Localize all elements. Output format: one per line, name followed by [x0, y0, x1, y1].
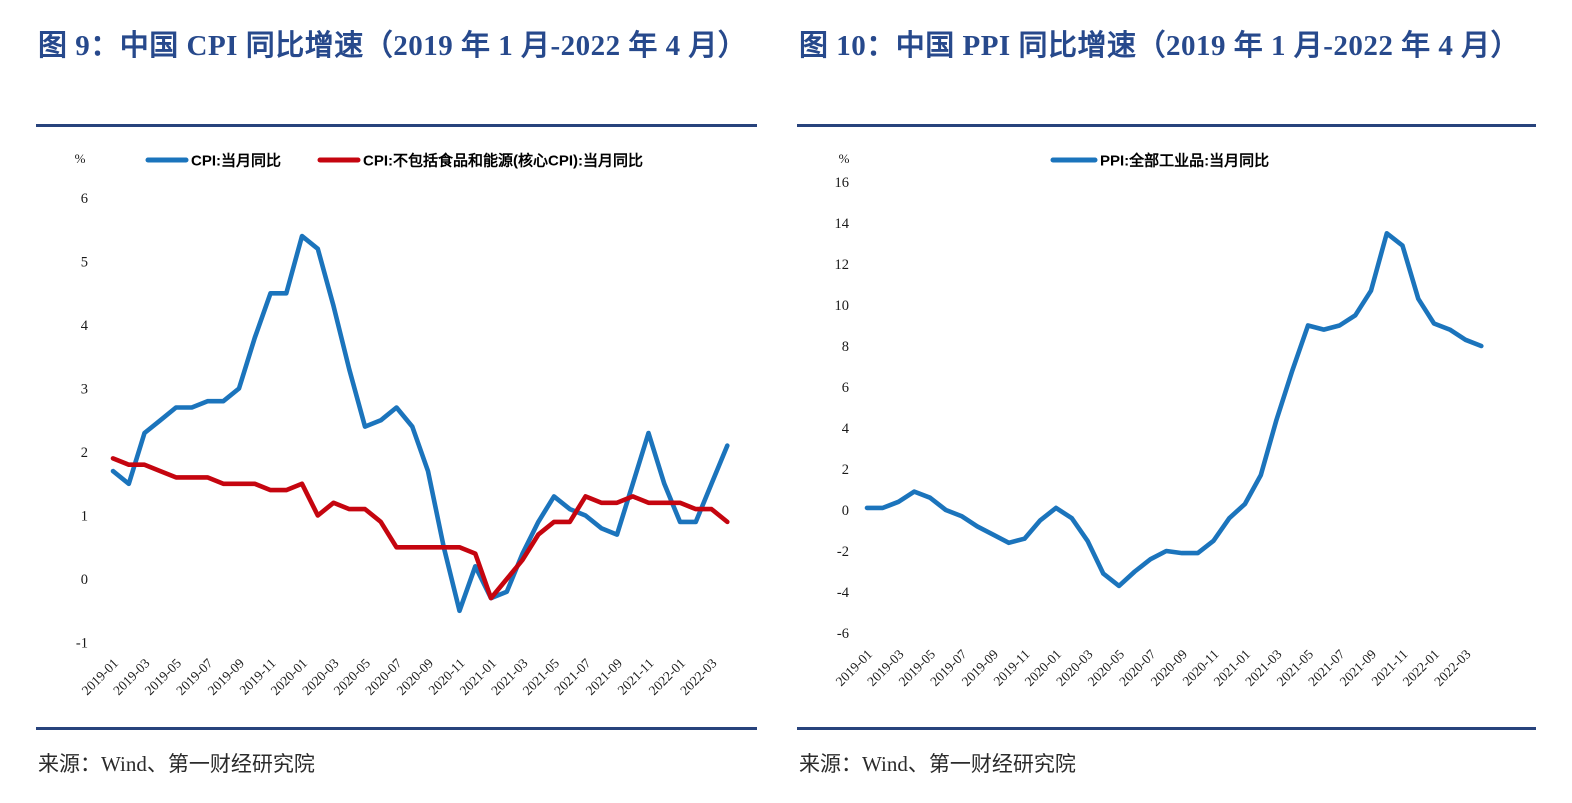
y-axis-tick-label: 6	[81, 191, 88, 207]
figure-9-title-divider	[36, 124, 757, 127]
legend-label: CPI:当月同比	[191, 152, 281, 170]
y-axis-tick-label: 8	[842, 339, 849, 355]
y-axis-tick-label: 6	[842, 380, 849, 396]
y-axis-tick-label: 5	[81, 255, 88, 271]
y-axis-tick-label: 4	[81, 318, 89, 334]
figure-9-title: 图 9：中国 CPI 同比增速（2019 年 1 月-2022 年 4 月）	[38, 30, 748, 62]
y-axis-tick-label: 0	[842, 503, 849, 519]
y-axis-tick-label: 10	[835, 298, 850, 314]
line-series-1	[110, 456, 730, 601]
figure-10-title: 图 10：中国 PPI 同比增速（2019 年 1 月-2022 年 4 月）	[799, 30, 1521, 62]
y-axis-tick-label: 0	[81, 572, 88, 588]
y-axis-tick-label: 1	[81, 509, 88, 525]
figure-9-panel: 图 9：中国 CPI 同比增速（2019 年 1 月-2022 年 4 月） %…	[36, 22, 757, 778]
y-axis-tick-label: 16	[835, 175, 850, 191]
cpi-chart-area: % 6 5 4 3 2 1 0 -1 2019-01 2019-03 2019-05 2019-07 20…	[36, 127, 757, 727]
line-series-0	[110, 233, 730, 614]
legend-label: PPI:全部工业品:当月同比	[1100, 152, 1269, 170]
y-axis-unit-label: %	[839, 151, 850, 166]
figure-10-footer-divider	[797, 727, 1536, 730]
figure-10-panel: 图 10：中国 PPI 同比增速（2019 年 1 月-2022 年 4 月） …	[797, 22, 1536, 778]
y-axis-tick-label: 12	[835, 257, 850, 273]
y-axis-tick-label: 3	[81, 382, 88, 398]
y-axis-tick-label: 2	[81, 445, 88, 461]
figure-9-source-note: 来源：Wind、第一财经研究院	[38, 752, 315, 776]
line-series-0	[864, 231, 1484, 589]
figure-9-footer-divider	[36, 727, 757, 730]
ppi-chart-canvas: %1614121086420-2-4-62019-012019-032019-0…	[833, 151, 1484, 689]
y-axis-tick-label: -1	[76, 636, 88, 652]
report-figures-row: 图 9：中国 CPI 同比增速（2019 年 1 月-2022 年 4 月） %…	[36, 22, 1536, 778]
y-axis-tick-label: -4	[837, 585, 850, 601]
legend-label: CPI:不包括食品和能源(核心CPI):当月同比	[363, 152, 643, 170]
y-axis-tick-label: 14	[835, 216, 850, 232]
figure-10-title-divider	[797, 124, 1536, 127]
y-axis-tick-label: -6	[837, 626, 849, 642]
y-axis-tick-label: 4	[842, 421, 850, 437]
y-axis-tick-label: 2	[842, 462, 849, 478]
cpi-chart-canvas: %6543210-12019-012019-032019-052019-0720…	[75, 151, 730, 698]
y-axis-unit-label: %	[75, 151, 86, 166]
y-axis-tick-label: -2	[837, 544, 849, 560]
figure-10-source-note: 来源：Wind、第一财经研究院	[799, 752, 1076, 776]
ppi-chart-area: % 16 14 12 10 8 6 4 2 0 -2 -4 -6 2019-01 2019-03 2019-0…	[797, 127, 1536, 727]
